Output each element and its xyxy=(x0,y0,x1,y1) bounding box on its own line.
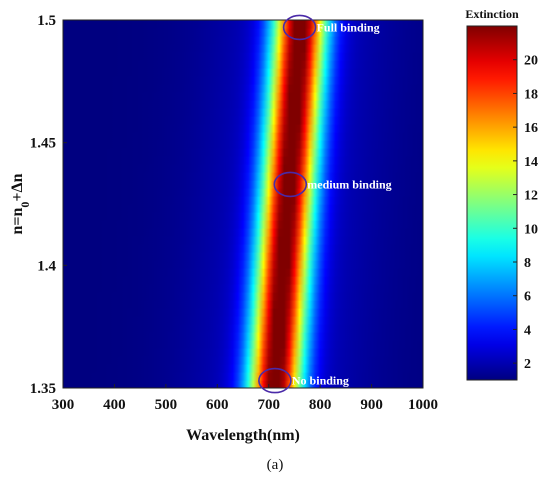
heatmap-row xyxy=(63,204,423,213)
heatmap-row xyxy=(63,20,423,29)
heatmap-row xyxy=(63,348,423,357)
plot-area xyxy=(62,19,424,389)
colorbar-tick-label: 10 xyxy=(524,222,538,237)
heatmap-row xyxy=(63,84,423,93)
heatmap-cells xyxy=(63,20,423,388)
colorbar-tick-label: 4 xyxy=(524,323,531,338)
plot-frame xyxy=(62,19,424,389)
colorbar-tick-label: 18 xyxy=(524,87,538,102)
heatmap-row xyxy=(63,140,423,149)
x-tick-label: 400 xyxy=(103,397,126,413)
y-tick-label: 1.35 xyxy=(30,381,56,397)
colorbar-tick-label: 16 xyxy=(524,121,538,136)
colorbar-tick-label: 12 xyxy=(524,189,538,204)
heatmap-row xyxy=(63,244,423,253)
colorbar-tick-label: 20 xyxy=(524,54,538,69)
colorbar: Extinction 2 4 6 8 10 12 14 16 18 20 xyxy=(465,7,538,381)
x-tick-label: 1000 xyxy=(408,397,438,413)
colorbar-ticks: 2 4 6 8 10 12 14 16 18 20 xyxy=(513,54,538,372)
heatmap-row xyxy=(63,36,423,45)
colorbar-tick-label: 2 xyxy=(524,357,531,372)
annotation-ellipse xyxy=(273,171,308,198)
heatmap-row xyxy=(63,180,423,189)
heatmap-row xyxy=(63,364,423,373)
heatmap-row xyxy=(63,188,423,197)
heatmap-row xyxy=(63,340,423,349)
heatmap-row xyxy=(63,172,423,181)
annotation-label: Full binding xyxy=(317,20,380,34)
heatmap-row xyxy=(63,260,423,269)
colorbar-tick-label: 8 xyxy=(524,256,531,271)
heatmap-row xyxy=(63,252,423,261)
heatmap-row xyxy=(63,284,423,293)
heatmap-row xyxy=(63,100,423,109)
y-tick-label: 1.4 xyxy=(37,258,56,274)
heatmap-row xyxy=(63,156,423,165)
y-axis-title: n=n0+Δn xyxy=(9,173,32,234)
x-axis: 300 400 500 600 700 800 900 1000 xyxy=(52,384,438,413)
heatmap-row xyxy=(63,76,423,85)
x-tick-label: 900 xyxy=(360,397,383,413)
heatmap-row xyxy=(63,380,423,388)
x-tick-label: 300 xyxy=(52,397,75,413)
x-tick-label: 600 xyxy=(206,397,229,413)
heatmap-row xyxy=(63,68,423,77)
annotations: Full binding medium binding No binding xyxy=(258,14,392,394)
heatmap-row xyxy=(63,276,423,285)
heatmap-row xyxy=(63,132,423,141)
colorbar-tick-label: 6 xyxy=(524,290,531,305)
heatmap-row xyxy=(63,108,423,117)
x-tick-label: 800 xyxy=(309,397,332,413)
heatmap-row xyxy=(63,60,423,69)
y-axis: 1.35 1.4 1.45 1.5 xyxy=(30,13,67,397)
heatmap-row xyxy=(63,44,423,53)
heatmap-row xyxy=(63,292,423,301)
annotation-label: medium binding xyxy=(307,177,391,191)
x-tick-label: 700 xyxy=(257,397,280,413)
annotation-ellipse xyxy=(258,367,292,394)
colorbar-strip xyxy=(466,25,518,381)
heatmap-row xyxy=(63,236,423,245)
colorbar-tick-label: 14 xyxy=(524,155,538,170)
heatmap-row xyxy=(63,228,423,237)
annotation-label: No binding xyxy=(292,374,349,388)
heatmap-row xyxy=(63,52,423,61)
heatmap-row xyxy=(63,148,423,157)
heatmap-row xyxy=(63,268,423,277)
heatmap-row xyxy=(63,164,423,173)
heatmap-row xyxy=(63,124,423,133)
heatmap-row xyxy=(63,324,423,333)
heatmap-row xyxy=(63,28,423,37)
heatmap-row xyxy=(63,196,423,205)
heatmap-row xyxy=(63,356,423,365)
y-tick-label: 1.5 xyxy=(37,13,56,29)
heatmap-row xyxy=(63,212,423,221)
annotation-ellipse xyxy=(282,14,317,41)
heatmap-row xyxy=(63,308,423,317)
colorbar-title: Extinction xyxy=(465,7,519,21)
heatmap-row xyxy=(63,372,423,381)
heatmap-row xyxy=(63,316,423,325)
heatmap-row xyxy=(63,116,423,125)
heatmap-row xyxy=(63,332,423,341)
figure-caption: (a) xyxy=(267,457,284,473)
heatmap-row xyxy=(63,300,423,309)
heatmap-row xyxy=(63,92,423,101)
y-tick-label: 1.45 xyxy=(30,136,56,152)
heatmap-row xyxy=(63,220,423,229)
x-axis-title: Wavelength(nm) xyxy=(186,427,300,444)
x-tick-label: 500 xyxy=(155,397,178,413)
